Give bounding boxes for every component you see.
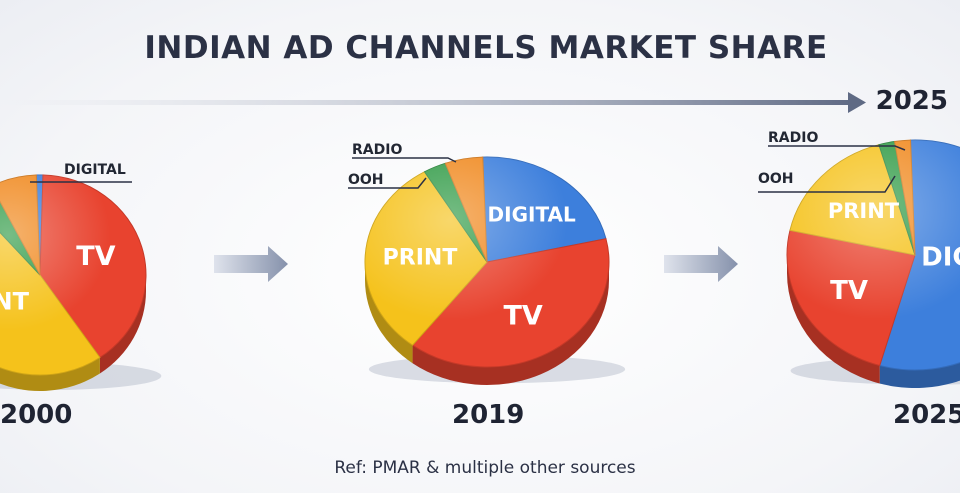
callout-line-2019-ooh [348,177,427,189]
transition-arrow-2 [664,246,738,282]
callouts-group: DIGITAL OOH RADIO OOH RADIO [30,130,906,193]
callout-label-2019-radio: RADIO [352,142,402,158]
pie-shine [365,157,609,367]
chart-title: INDIAN AD CHANNELS MARKET SHARE [144,30,828,66]
pie-side-tv [787,255,880,384]
pie-side-tv [99,275,146,374]
pie-shine [0,175,146,375]
pie-side-print [365,262,413,364]
pie-side-tv [412,262,609,385]
slice-label-2025-print: PRINT [828,199,900,223]
slice-label-2019-tv: TV [503,300,542,331]
slice-label-2025-digital: DIGITAL [921,242,960,272]
source-reference: Ref: PMAR & multiple other sources [334,458,636,478]
year-label-2000: 2000 [0,400,73,430]
pie-shine [787,140,960,370]
slice-label-2000-print: PRINT [0,288,30,316]
slice-label-2000-tv: TV [76,241,115,272]
year-label-2019: 2019 [452,400,525,430]
timeline-year-label: 2025 [875,86,948,116]
pies-group: TV PRINT DIGITAL TV PRINT DIGITAL TV PRINT [0,139,960,391]
pie-side-digital [879,362,960,388]
slice-label-2019-digital: DIGITAL [488,203,576,227]
transition-arrow-1 [214,246,288,282]
callout-line-2025-radio [768,145,906,151]
callout-line-2025-ooh [758,175,896,193]
callout-label-2000-digital: DIGITAL [64,162,126,178]
slice-label-2019-print: PRINT [383,245,458,270]
slice-label-2025-tv: TV [830,276,868,306]
pie-2019: DIGITAL TV PRINT [364,156,626,385]
pie-2025: DIGITAL TV PRINT [786,139,960,388]
callout-label-2019-ooh: OOH [348,172,384,188]
callout-label-2025-ooh: OOH [758,171,794,187]
callout-label-2025-radio: RADIO [768,130,818,146]
pie-side-print [0,357,100,391]
pie-2000: TV PRINT [0,174,162,391]
year-label-2025: 2025 [893,400,960,430]
callout-line-2019-radio [352,157,457,163]
timeline-arrow [0,92,866,113]
